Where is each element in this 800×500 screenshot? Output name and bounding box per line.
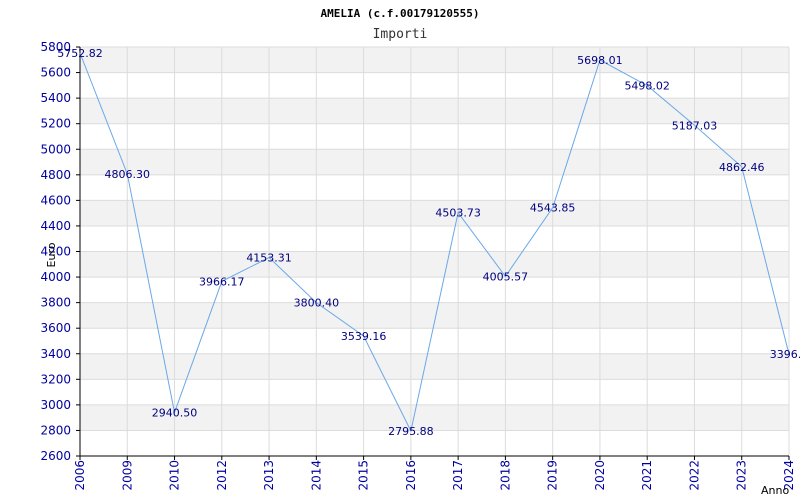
grid-band [80, 149, 789, 175]
x-tick-label: 2024 [782, 460, 796, 491]
data-label: 4005.57 [483, 270, 529, 283]
y-tick-label: 3800 [40, 296, 71, 310]
y-tick-label: 2600 [40, 449, 71, 463]
y-tick-label: 3200 [40, 372, 71, 386]
x-tick-label: 2014 [309, 460, 323, 491]
y-tick-label: 5600 [40, 66, 71, 80]
x-tick-label: 2015 [357, 460, 371, 491]
data-label: 4503.73 [435, 207, 481, 220]
y-tick-label: 4800 [40, 168, 71, 182]
x-tick-label: 2023 [735, 460, 749, 491]
grid-band [80, 200, 789, 226]
x-tick-label: 2022 [687, 460, 701, 491]
y-tick-label: 3400 [40, 347, 71, 361]
x-tick-label: 2017 [451, 460, 465, 491]
y-tick-labels: 2600 2800 3000 3200 3400 3600 3800 4000 4200 4400… [40, 40, 71, 463]
chart-title: AMELIA (c.f.00179120555) [321, 7, 480, 20]
chart-subtitle: Importi [373, 27, 428, 42]
grid-band [80, 47, 789, 73]
y-tick-label: 4400 [40, 219, 71, 233]
data-label: 4862.46 [719, 161, 765, 174]
y-tick-label: 4600 [40, 193, 71, 207]
y-tick-label: 4200 [40, 245, 71, 259]
grid-band [80, 98, 789, 124]
x-tick-label: 2009 [120, 460, 134, 491]
data-label: 4153.31 [246, 251, 292, 264]
y-tick-label: 2800 [40, 423, 71, 437]
y-tick-label: 5000 [40, 142, 71, 156]
grid-band [80, 353, 789, 380]
data-label: 3800.40 [294, 297, 340, 310]
x-tick-label: 2018 [498, 460, 512, 491]
y-tick-label: 5400 [40, 91, 71, 105]
x-tick-label: 2021 [640, 460, 654, 491]
x-tick-label: 2006 [73, 460, 87, 491]
data-label: 2795.88 [388, 425, 434, 438]
x-tick-label: 2016 [404, 460, 418, 491]
y-tick-label: 5800 [40, 40, 71, 54]
grid-band [80, 251, 789, 278]
y-axis-label: Euro [45, 242, 58, 267]
data-label: 2940.50 [152, 406, 198, 419]
data-label: 5498.02 [624, 80, 670, 93]
grid-lines [76, 46, 789, 457]
x-grid-lines [79, 47, 790, 460]
data-label: 5752.82 [57, 47, 103, 60]
data-label: 3396.5 [770, 348, 800, 361]
x-tick-label: 2012 [215, 460, 229, 491]
data-label: 3539.16 [341, 330, 387, 343]
data-label: 4806.30 [105, 168, 151, 181]
data-label: 4543.85 [530, 202, 576, 215]
grid-bands [80, 47, 789, 431]
x-tick-label: 2019 [546, 460, 560, 491]
grid-band [80, 404, 789, 431]
y-tick-label: 4000 [40, 270, 71, 284]
y-tick-label: 3600 [40, 321, 71, 335]
series-line [79, 52, 790, 433]
x-tick-label: 2013 [262, 460, 276, 491]
data-label: 5698.01 [577, 54, 623, 67]
y-tick-label: 5200 [40, 117, 71, 131]
x-tick-label: 2020 [593, 460, 607, 491]
data-label: 3966.17 [199, 275, 245, 288]
data-label: 5187.03 [672, 119, 718, 132]
grid-band [80, 302, 789, 329]
x-axis-label: Anno [761, 484, 789, 497]
y-tick-label: 3000 [40, 398, 71, 412]
x-tick-labels: 2006 2009 2010 2012 2013 2014 2015 2016 2017 2018… [73, 460, 796, 491]
x-tick-label: 2010 [168, 460, 182, 491]
